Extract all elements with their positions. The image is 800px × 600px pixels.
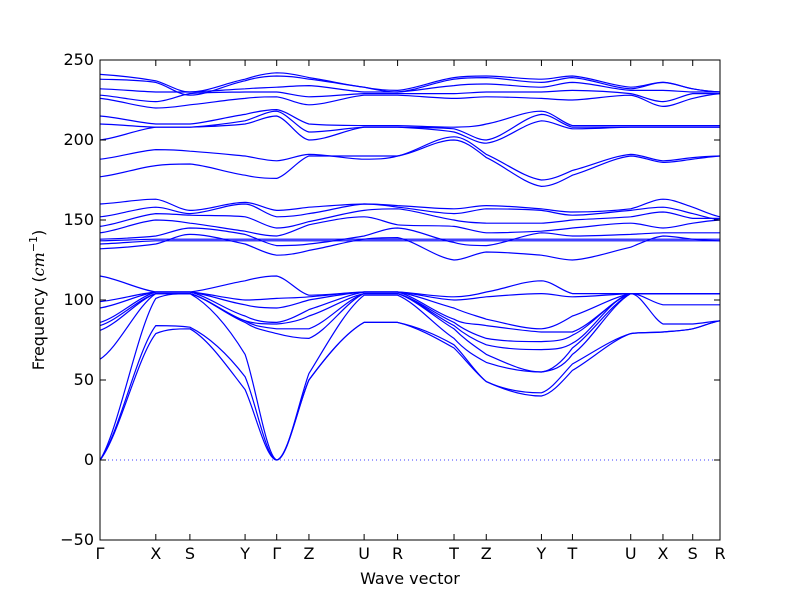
x-tick-label-15: S xyxy=(688,544,698,563)
y-tick-label-2: 0 xyxy=(84,450,94,469)
x-axis-label: Wave vector xyxy=(360,569,460,588)
y-axis-label-suffix: ) xyxy=(29,230,48,236)
x-tick-label-9: T xyxy=(448,544,459,563)
band-line-23 xyxy=(99,108,720,128)
y-axis-label-unit: cm xyxy=(29,252,48,276)
y-tick-label-5: 150 xyxy=(63,210,94,229)
band-line-2 xyxy=(99,320,721,461)
band-line-28 xyxy=(99,72,721,93)
x-tick-label-13: U xyxy=(625,544,637,563)
band-line-25 xyxy=(99,89,720,103)
band-line-15 xyxy=(99,216,721,237)
band-line-24 xyxy=(99,93,721,109)
x-tick-label-4: Y xyxy=(239,544,250,563)
y-axis-label-prefix: Frequency ( xyxy=(29,276,48,370)
y-axis-ticks: −50 0 50 100 150 200 250 xyxy=(60,50,720,549)
band-line-20 xyxy=(99,136,721,181)
x-tick-label-1: Γ xyxy=(96,544,105,563)
phonon-bands xyxy=(99,72,721,461)
y-tick-label-7: 250 xyxy=(63,50,94,69)
y-axis-label: Frequency (cm−1) xyxy=(27,230,48,371)
band-line-6 xyxy=(99,292,720,343)
x-tick-label-3: S xyxy=(185,544,195,563)
band-line-22 xyxy=(99,110,720,141)
band-line-10 xyxy=(99,275,720,298)
x-tick-label-12: T xyxy=(567,544,578,563)
x-tick-label-7: U xyxy=(358,544,370,563)
x-tick-label-16: R xyxy=(714,544,725,563)
x-tick-label-5: Γ xyxy=(272,544,281,563)
x-tick-label-10: Z xyxy=(481,544,492,563)
band-line-19 xyxy=(99,139,721,188)
x-tick-label-11: Y xyxy=(536,544,547,563)
y-tick-label-1: −50 xyxy=(60,530,94,549)
x-tick-label-14: X xyxy=(657,544,668,563)
band-line-14 xyxy=(99,227,720,247)
x-tick-label-6: Z xyxy=(303,544,314,563)
x-tick-label-8: R xyxy=(392,544,403,563)
band-line-16 xyxy=(99,208,720,229)
band-line-26 xyxy=(99,81,720,93)
band-line-18 xyxy=(99,198,721,218)
x-tick-label-2: X xyxy=(150,544,161,563)
band-line-27 xyxy=(99,75,721,96)
band-line-17 xyxy=(99,203,721,221)
y-tick-label-4: 100 xyxy=(63,290,94,309)
y-tick-label-6: 200 xyxy=(63,130,94,149)
y-tick-label-3: 50 xyxy=(74,370,94,389)
y-axis-label-exponent: −1 xyxy=(27,236,40,252)
plot-frame xyxy=(99,59,721,541)
band-line-13 xyxy=(99,238,720,242)
band-line-12 xyxy=(99,240,720,245)
